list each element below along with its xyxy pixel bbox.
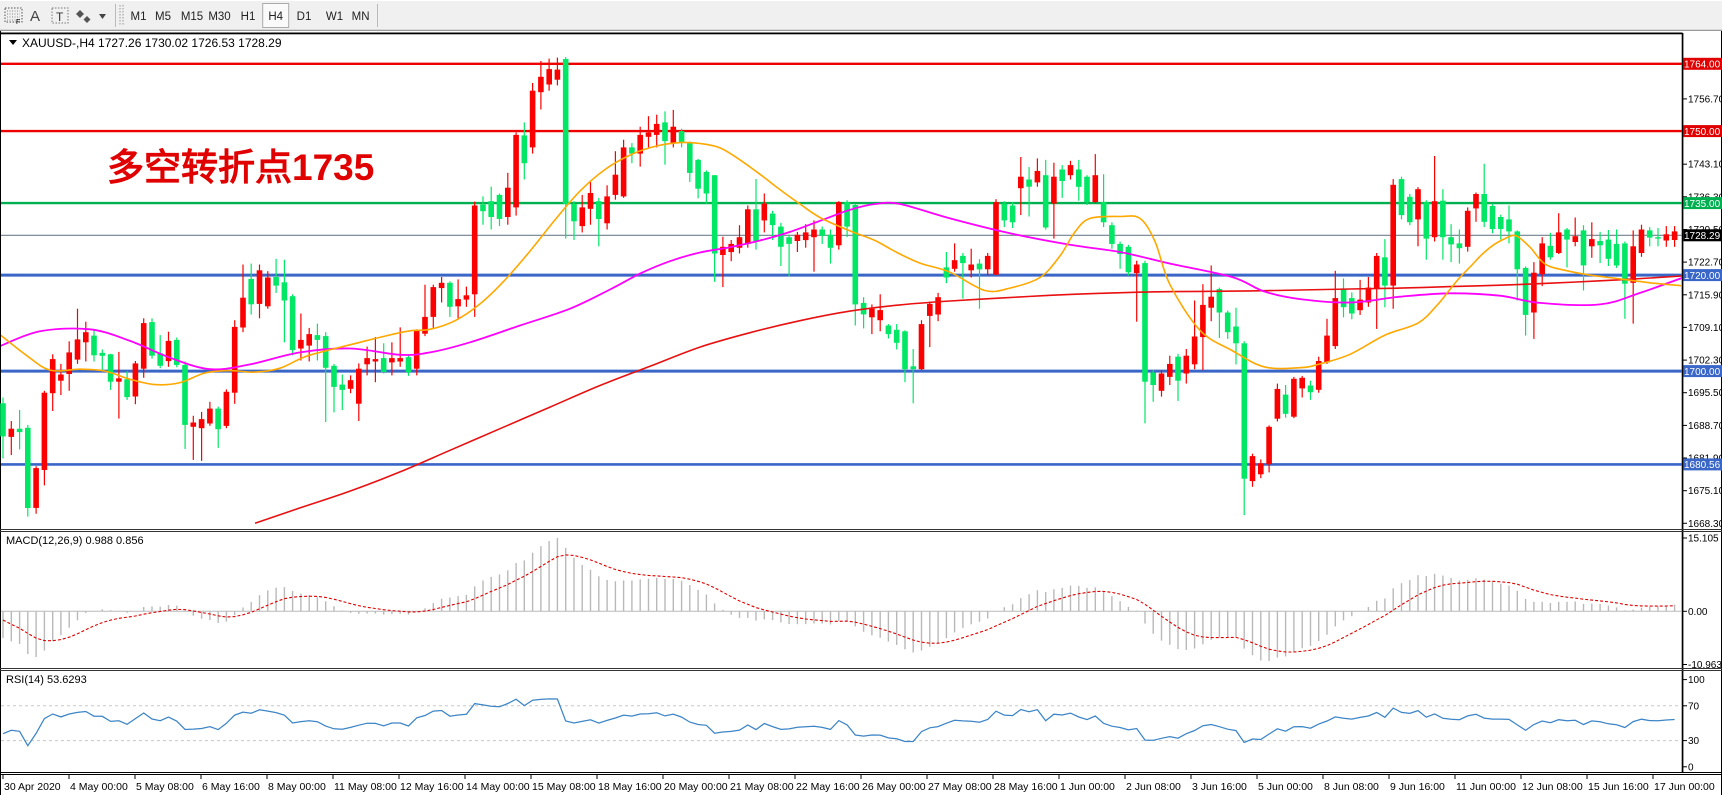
svg-text:21 May 08:00: 21 May 08:00	[730, 781, 794, 793]
svg-text:15.105: 15.105	[1688, 534, 1719, 545]
svg-text:11 May 08:00: 11 May 08:00	[334, 781, 397, 793]
svg-text:A: A	[30, 8, 40, 25]
svg-text:28 May 16:00: 28 May 16:00	[994, 781, 1058, 793]
svg-text:1668.30: 1668.30	[1688, 519, 1722, 530]
svg-text:RSI(14) 53.6293: RSI(14) 53.6293	[6, 674, 87, 686]
svg-text:0: 0	[1688, 762, 1694, 773]
svg-text:1688.70: 1688.70	[1688, 421, 1722, 432]
svg-text:D1: D1	[297, 11, 312, 23]
svg-text:2 Jun 08:00: 2 Jun 08:00	[1126, 781, 1181, 793]
svg-text:0.00: 0.00	[1688, 607, 1708, 618]
svg-text:1 Jun 00:00: 1 Jun 00:00	[1060, 781, 1115, 793]
svg-text:1743.10: 1743.10	[1688, 160, 1722, 171]
svg-text:3 Jun 16:00: 3 Jun 16:00	[1192, 781, 1247, 793]
svg-text:26 May 00:00: 26 May 00:00	[862, 781, 926, 793]
svg-text:W1: W1	[326, 11, 343, 23]
svg-text:MN: MN	[352, 11, 370, 23]
svg-text:14 May 00:00: 14 May 00:00	[466, 781, 530, 793]
svg-text:100: 100	[1688, 675, 1705, 686]
svg-text:1735.00: 1735.00	[1684, 199, 1721, 210]
svg-text:1702.30: 1702.30	[1688, 356, 1722, 367]
svg-text:5 May 08:00: 5 May 08:00	[136, 781, 194, 793]
svg-text:30: 30	[1688, 736, 1700, 747]
svg-text:M5: M5	[155, 11, 171, 23]
svg-text:27 May 08:00: 27 May 08:00	[928, 781, 992, 793]
svg-text:17 Jun 00:00: 17 Jun 00:00	[1654, 781, 1715, 793]
svg-text:1756.70: 1756.70	[1688, 94, 1722, 105]
svg-text:1715.90: 1715.90	[1688, 290, 1722, 301]
svg-text:-10.963: -10.963	[1688, 660, 1722, 671]
svg-text:1750.00: 1750.00	[1684, 127, 1721, 138]
svg-text:22 May 16:00: 22 May 16:00	[796, 781, 860, 793]
svg-text:11 Jun 00:00: 11 Jun 00:00	[1456, 781, 1516, 793]
svg-text:15 May 08:00: 15 May 08:00	[532, 781, 596, 793]
svg-text:5 Jun 00:00: 5 Jun 00:00	[1258, 781, 1313, 793]
svg-text:1700.00: 1700.00	[1684, 367, 1721, 378]
svg-text:6 May 16:00: 6 May 16:00	[202, 781, 260, 793]
svg-text:1720.00: 1720.00	[1684, 271, 1721, 282]
svg-text:9 Jun 16:00: 9 Jun 16:00	[1390, 781, 1445, 793]
svg-text:1728.29: 1728.29	[1684, 231, 1721, 242]
svg-text:15 Jun 16:00: 15 Jun 16:00	[1588, 781, 1649, 793]
svg-text:XAUUSD-,H4 1727.26 1730.02 17: XAUUSD-,H4 1727.26 1730.02 1726.53 1728.…	[22, 36, 282, 50]
svg-text:8 Jun 08:00: 8 Jun 08:00	[1324, 781, 1379, 793]
svg-text:T: T	[56, 10, 64, 24]
svg-text:H1: H1	[241, 11, 256, 23]
svg-text:M30: M30	[208, 11, 230, 23]
svg-text:H4: H4	[268, 11, 283, 23]
svg-text:4 May 00:00: 4 May 00:00	[70, 781, 128, 793]
svg-text:18 May 16:00: 18 May 16:00	[598, 781, 662, 793]
svg-text:1764.00: 1764.00	[1684, 60, 1721, 71]
svg-text:F: F	[16, 19, 20, 26]
svg-text:1680.56: 1680.56	[1684, 460, 1721, 471]
svg-text:8 May 00:00: 8 May 00:00	[268, 781, 326, 793]
svg-text:M1: M1	[131, 11, 147, 23]
svg-text:1675.10: 1675.10	[1688, 486, 1722, 497]
svg-text:1695.50: 1695.50	[1688, 388, 1722, 399]
svg-text:12 May 16:00: 12 May 16:00	[400, 781, 464, 793]
svg-text:M15: M15	[181, 11, 203, 23]
svg-text:1722.70: 1722.70	[1688, 258, 1722, 269]
svg-text:多空转折点1735: 多空转折点1735	[107, 147, 374, 188]
svg-text:MACD(12,26,9) 0.988 0.856: MACD(12,26,9) 0.988 0.856	[6, 535, 144, 547]
svg-text:20 May 00:00: 20 May 00:00	[664, 781, 728, 793]
svg-text:12 Jun 08:00: 12 Jun 08:00	[1522, 781, 1583, 793]
svg-text:1709.10: 1709.10	[1688, 323, 1722, 334]
svg-text:70: 70	[1688, 701, 1700, 712]
svg-text:30 Apr 2020: 30 Apr 2020	[4, 781, 61, 793]
